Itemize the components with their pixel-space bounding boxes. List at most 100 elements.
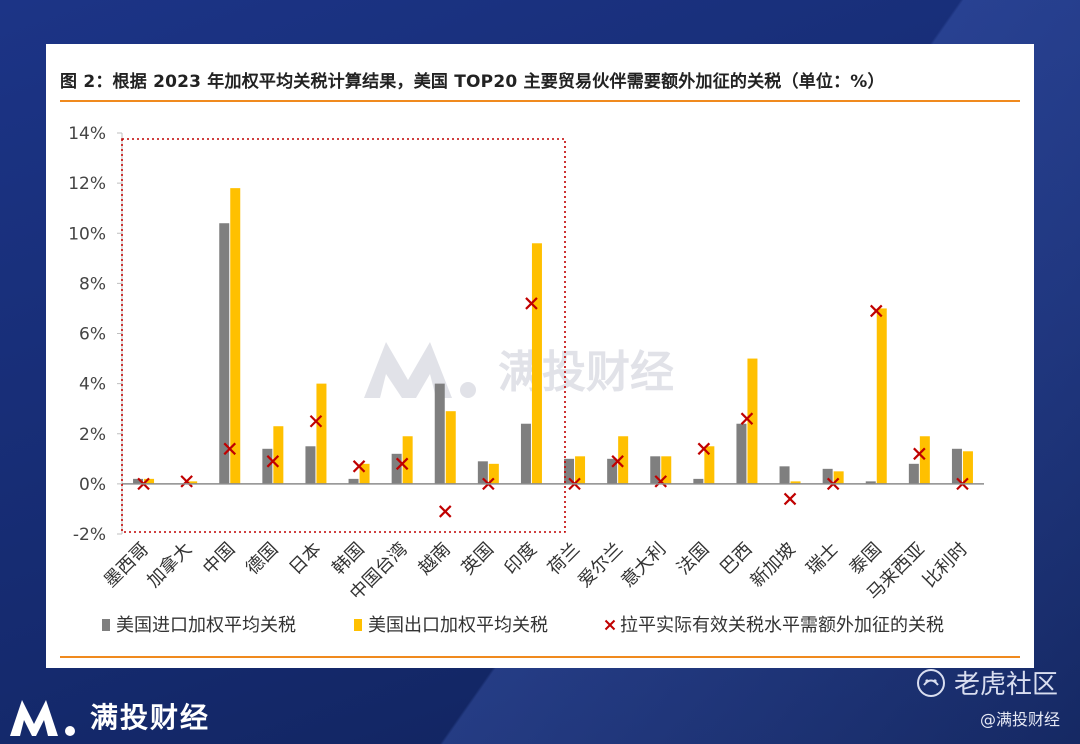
category-label: 新加坡 — [747, 539, 800, 592]
bar-import — [736, 423, 747, 484]
marker-x — [395, 457, 409, 471]
bar-import — [219, 223, 230, 484]
bar-export — [704, 446, 715, 484]
category-label: 印度 — [501, 539, 541, 579]
bar-export — [445, 411, 456, 484]
legend-item: 拉平实际有效关税水平需额外加征的关税 — [604, 615, 944, 636]
platform-name: 老虎社区 — [953, 670, 1058, 700]
marker-x — [525, 297, 538, 310]
legend-swatch — [604, 619, 616, 631]
bar-export — [575, 456, 586, 484]
marker-x — [740, 412, 754, 425]
marker-x — [913, 447, 926, 461]
category-label: 德国 — [242, 539, 282, 579]
legend-label: 美国出口加权平均关税 — [368, 615, 548, 636]
legend-item: 美国出口加权平均关税 — [354, 615, 548, 636]
y-tick-label: 2% — [79, 425, 106, 445]
y-tick-label: 8% — [79, 274, 106, 294]
markers — [137, 297, 969, 518]
bar-export — [359, 463, 370, 484]
marker-x — [266, 455, 280, 468]
category-label: 爱尔兰 — [574, 539, 627, 592]
bar-import — [305, 446, 316, 484]
bar-import — [348, 478, 359, 484]
legend-swatch — [354, 619, 362, 631]
y-tick-label: 12% — [68, 174, 106, 194]
legend-item: 美国进口加权平均关税 — [102, 615, 296, 636]
category-label: 瑞士 — [802, 539, 842, 579]
bar-export — [833, 471, 844, 484]
bar-export — [230, 188, 241, 484]
bar-export — [876, 308, 887, 484]
chart-card: 图 2：根据 2023 年加权平均关税计算结果，美国 TOP20 主要贸易伙伴需… — [46, 44, 1034, 668]
y-tick-label: -2% — [73, 525, 106, 545]
bar-export — [531, 243, 542, 484]
bar-export — [919, 436, 930, 484]
y-axis: 14% 12% 10% 8% 6% 4% 2% 0% -2% — [68, 124, 123, 545]
bar-import — [607, 458, 618, 484]
marker-x — [309, 414, 323, 428]
tiger-logo-icon — [916, 668, 945, 697]
category-label: 中国 — [199, 539, 239, 579]
bar-export — [790, 481, 801, 484]
y-tick-label: 10% — [68, 224, 106, 244]
highlight-box — [121, 138, 566, 533]
category-label: 比利时 — [919, 539, 972, 592]
bar-export — [144, 478, 155, 484]
title-bar: 图 2：根据 2023 年加权平均关税计算结果，美国 TOP20 主要贸易伙伴需… — [60, 58, 1020, 102]
bar-import — [520, 423, 531, 484]
highlight-rect — [121, 138, 566, 533]
y-tick-label: 4% — [79, 375, 106, 395]
x-axis: 墨西哥加拿大 中国 德国 日本 韩国中国台湾 越南 英国 印度 荷兰爱尔兰意大利 法国 巴西新加坡瑞… — [100, 483, 984, 604]
legend-swatch — [102, 619, 110, 631]
category-label: 日本 — [285, 539, 325, 579]
legend-label: 拉平实际有效关税水平需额外加征的关税 — [620, 615, 944, 636]
bar-export — [618, 436, 629, 484]
bar-export — [402, 436, 413, 484]
legend: 美国进口加权平均关税 美国出口加权平均关税 拉平实际有效关税水平需额外加征的关税 — [102, 615, 944, 636]
bar-import — [822, 468, 833, 484]
bar-import — [865, 481, 876, 484]
bar-import — [951, 448, 962, 484]
chart-title: 图 2：根据 2023 年加权平均关税计算结果，美国 TOP20 主要贸易伙伴需… — [60, 71, 885, 92]
marker-x — [697, 442, 711, 456]
marker-x — [438, 505, 452, 518]
marker-x — [654, 475, 668, 488]
brand-logo-icon — [10, 700, 75, 736]
watermark: 满投财经 — [364, 342, 674, 398]
bar-export — [747, 358, 758, 484]
bar-import — [477, 461, 488, 484]
bar-import — [908, 463, 919, 484]
y-tick-label: 14% — [68, 124, 106, 144]
author-handle: @满投财经 — [979, 710, 1060, 729]
bars — [133, 188, 973, 484]
watermark-text: 满投财经 — [498, 347, 674, 398]
brand-name: 满投财经 — [90, 701, 211, 734]
category-label: 越南 — [414, 539, 454, 579]
bar-export — [273, 426, 284, 484]
category-label: 法国 — [673, 539, 713, 579]
bar-export — [488, 463, 499, 484]
bar-import — [564, 458, 575, 484]
category-label: 英国 — [458, 539, 498, 579]
brand: 满投财经 — [8, 694, 210, 738]
marker-x — [869, 304, 883, 318]
marker-x — [180, 475, 193, 488]
bar-export — [962, 451, 973, 484]
category-label: 加拿大 — [142, 538, 196, 592]
bar-import — [133, 478, 144, 484]
bar-export — [316, 383, 327, 484]
bar-import — [693, 478, 704, 484]
bar-import — [434, 383, 445, 484]
bar-export — [187, 481, 198, 484]
bottom-rule — [60, 656, 1020, 658]
bar-export — [661, 456, 672, 484]
watermark-logo-icon — [364, 342, 476, 398]
legend-label: 美国进口加权平均关税 — [116, 615, 296, 636]
y-tick-label: 6% — [79, 325, 106, 345]
marker-x — [352, 460, 366, 473]
marker-x — [611, 455, 624, 468]
bar-import — [650, 456, 661, 484]
marker-x — [783, 492, 797, 506]
category-label: 意大利 — [617, 539, 670, 592]
